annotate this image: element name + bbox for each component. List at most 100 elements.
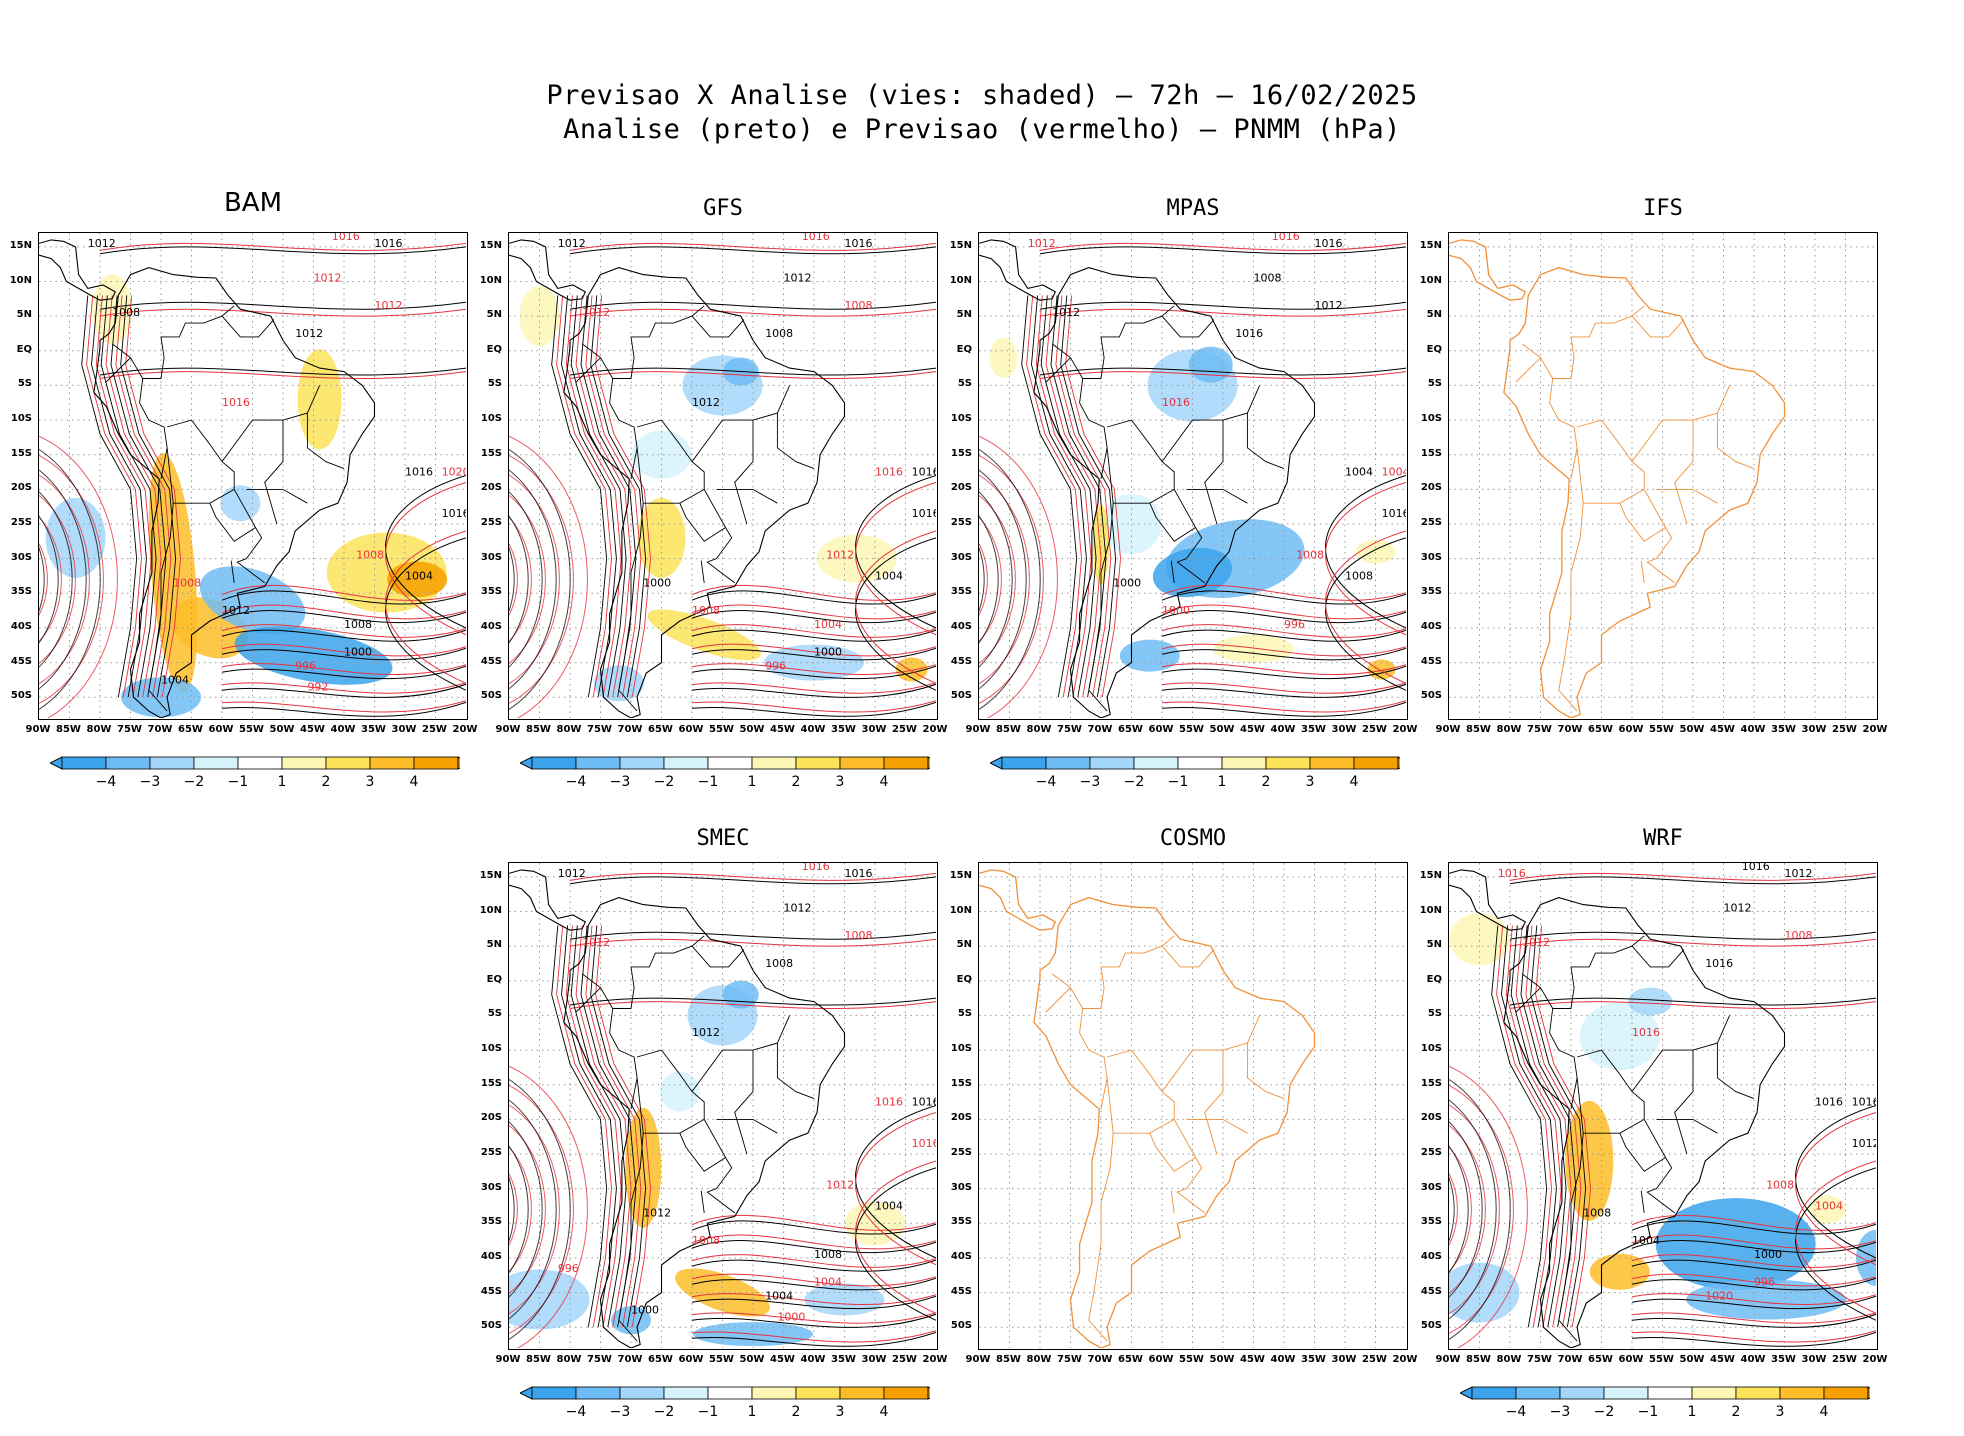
bias-shading [1213, 634, 1294, 663]
lon-tick-label: 90W [965, 724, 991, 735]
lat-tick-label: 50S [10, 690, 32, 702]
isobar-label: 1004 [161, 673, 189, 686]
lat-tick-label: 30S [950, 1181, 972, 1193]
lat-tick-label: 40S [1420, 620, 1442, 632]
colorbar-segment [413, 756, 459, 770]
bias-shading [1355, 539, 1396, 564]
graticule [1449, 233, 1876, 718]
colorbar-segment [1089, 756, 1135, 770]
lon-tick-label: 50W [739, 724, 765, 735]
colorbar-tick-label: 1 [277, 774, 287, 790]
lon-tick-label: 80W [556, 724, 582, 735]
panel-bam: BAM 15N 10N 5N EQ 5S 10S 15S 20S 25S 30S 35S 40S 45S 5… [0, 188, 478, 796]
isobar-label: 1012 [295, 327, 323, 340]
colorbar-segment [281, 756, 327, 770]
colorbar-tick-label: −3 [609, 774, 631, 790]
bias-shading [647, 609, 761, 661]
lon-tick-label: 35W [361, 724, 386, 735]
isobar-label: 1012 [826, 549, 854, 562]
lon-tick-label: 50W [1679, 724, 1705, 735]
isobar-label: 1012 [826, 1179, 854, 1192]
isobar-label: 1016 [875, 466, 903, 479]
isobar-label: 1016 [332, 233, 360, 243]
colorbar-segment [1647, 1386, 1693, 1400]
lat-tick-label: 15S [950, 447, 972, 459]
colorbar-tick-label: 2 [1261, 774, 1271, 790]
lat-tick-label: 10S [950, 1043, 972, 1055]
isobar-label: 1000 [344, 646, 372, 659]
colorbar-segment [575, 756, 621, 770]
lon-tick-label: 65W [178, 724, 203, 735]
lat-tick-label: EQ [1426, 973, 1442, 985]
isobar-label: 1012 [1052, 306, 1080, 319]
isobar-label: 1012 [643, 1206, 671, 1219]
isobar-label: 1016 [1498, 867, 1526, 880]
map-area: 1016 1012 1016 1012 1012 1008 1016 1016 1016 1016… [1448, 862, 1878, 1350]
lat-tick-label: 45S [1420, 655, 1442, 667]
colorbar-segment [575, 1386, 621, 1400]
lon-tick-label: 30W [861, 1354, 887, 1365]
figure-title-line2: Analise (preto) e Previsao (vermelho) – … [563, 114, 1401, 145]
lon-tick-label: 85W [996, 724, 1021, 735]
graticule [1449, 863, 1876, 1348]
lat-tick-label: 30S [10, 551, 32, 563]
bias-shading [509, 1269, 590, 1330]
lat-tick-label: 40S [480, 620, 502, 632]
isobar-label: 1016 [1382, 507, 1406, 520]
lon-tick-label: 60W [1148, 1354, 1174, 1365]
map-area [1448, 232, 1878, 720]
lat-tick-label: 5N [16, 309, 32, 321]
isobar-label: 1000 [1754, 1248, 1782, 1261]
colorbar-segment [839, 756, 885, 770]
colorbar: −4 −3 −2 −1 1 2 3 4 [518, 756, 942, 792]
lon-tick-label: 80W [1496, 724, 1522, 735]
colorbar-tick-label: 3 [365, 774, 375, 790]
lat-tick-label: 15S [480, 1077, 502, 1089]
lat-tick-label: 35S [950, 586, 972, 598]
isobar-label: 1012 [1785, 867, 1813, 880]
lon-tick-label: 25W [1832, 724, 1857, 735]
colorbar-segment [1353, 756, 1399, 770]
colorbar-tick-label: 2 [791, 1404, 801, 1420]
lon-tick-label: 35W [1771, 1354, 1796, 1365]
isobar-label: 1008 [765, 957, 793, 970]
map-svg: 1016 1016 1012 1012 1008 1012 1016 1016 1004 1004… [979, 233, 1406, 718]
lat-tick-label: 5S [487, 1008, 502, 1020]
panel-smec: SMEC 15N 10N 5N EQ 5S 10S 15S 20S 25S 30S 35S 40S 45S… [470, 826, 948, 1426]
colorbar-tick-label: −4 [1505, 1404, 1527, 1420]
colorbar-segment [1691, 1386, 1737, 1400]
coastline [509, 239, 846, 718]
isobar-label: 996 [295, 660, 316, 673]
isobar-label: 1016 [1162, 396, 1190, 409]
lon-tick-label: 20W [1862, 1354, 1888, 1365]
colorbar-tick-label: −2 [1123, 774, 1145, 790]
colorbar-tick-label: 2 [321, 774, 331, 790]
colorbar-svg [518, 1386, 942, 1400]
lon-tick-label: 90W [1435, 1354, 1461, 1365]
isobar-label: 1016 [442, 507, 466, 520]
colorbar-segment [1471, 1386, 1517, 1400]
lon-tick-label: 50W [1209, 1354, 1235, 1365]
colorbar-segment [1001, 756, 1047, 770]
lon-tick-label: 30W [861, 724, 887, 735]
lon-tick-label: 65W [1118, 724, 1143, 735]
lon-tick-label: 40W [1270, 1354, 1296, 1365]
lat-tick-label: 35S [10, 586, 32, 598]
lat-tick-label: 40S [10, 620, 32, 632]
lat-tick-label: 10N [1419, 904, 1442, 916]
bias-shading [1449, 1262, 1520, 1323]
lon-tick-label: 65W [648, 1354, 673, 1365]
panel-gfs: GFS 15N 10N 5N EQ 5S 10S 15S 20S 25S 30S 35S 40S 45S 5… [470, 196, 948, 796]
lat-tick-label: 10N [949, 274, 972, 286]
bias-shading [1655, 1198, 1816, 1291]
colorbar-segment [1735, 1386, 1781, 1400]
isobar-label: 1012 [558, 867, 586, 880]
lon-tick-label: 70W [1087, 724, 1113, 735]
lon-tick-label: 75W [117, 724, 142, 735]
lat-tick-label: 25S [10, 517, 32, 528]
isobar-label: 1016 [222, 396, 250, 409]
colorbar-segment [795, 1386, 841, 1400]
isobar-label: 1004 [405, 569, 433, 582]
lat-tick-label: 30S [950, 551, 972, 563]
colorbar-segment [619, 756, 665, 770]
